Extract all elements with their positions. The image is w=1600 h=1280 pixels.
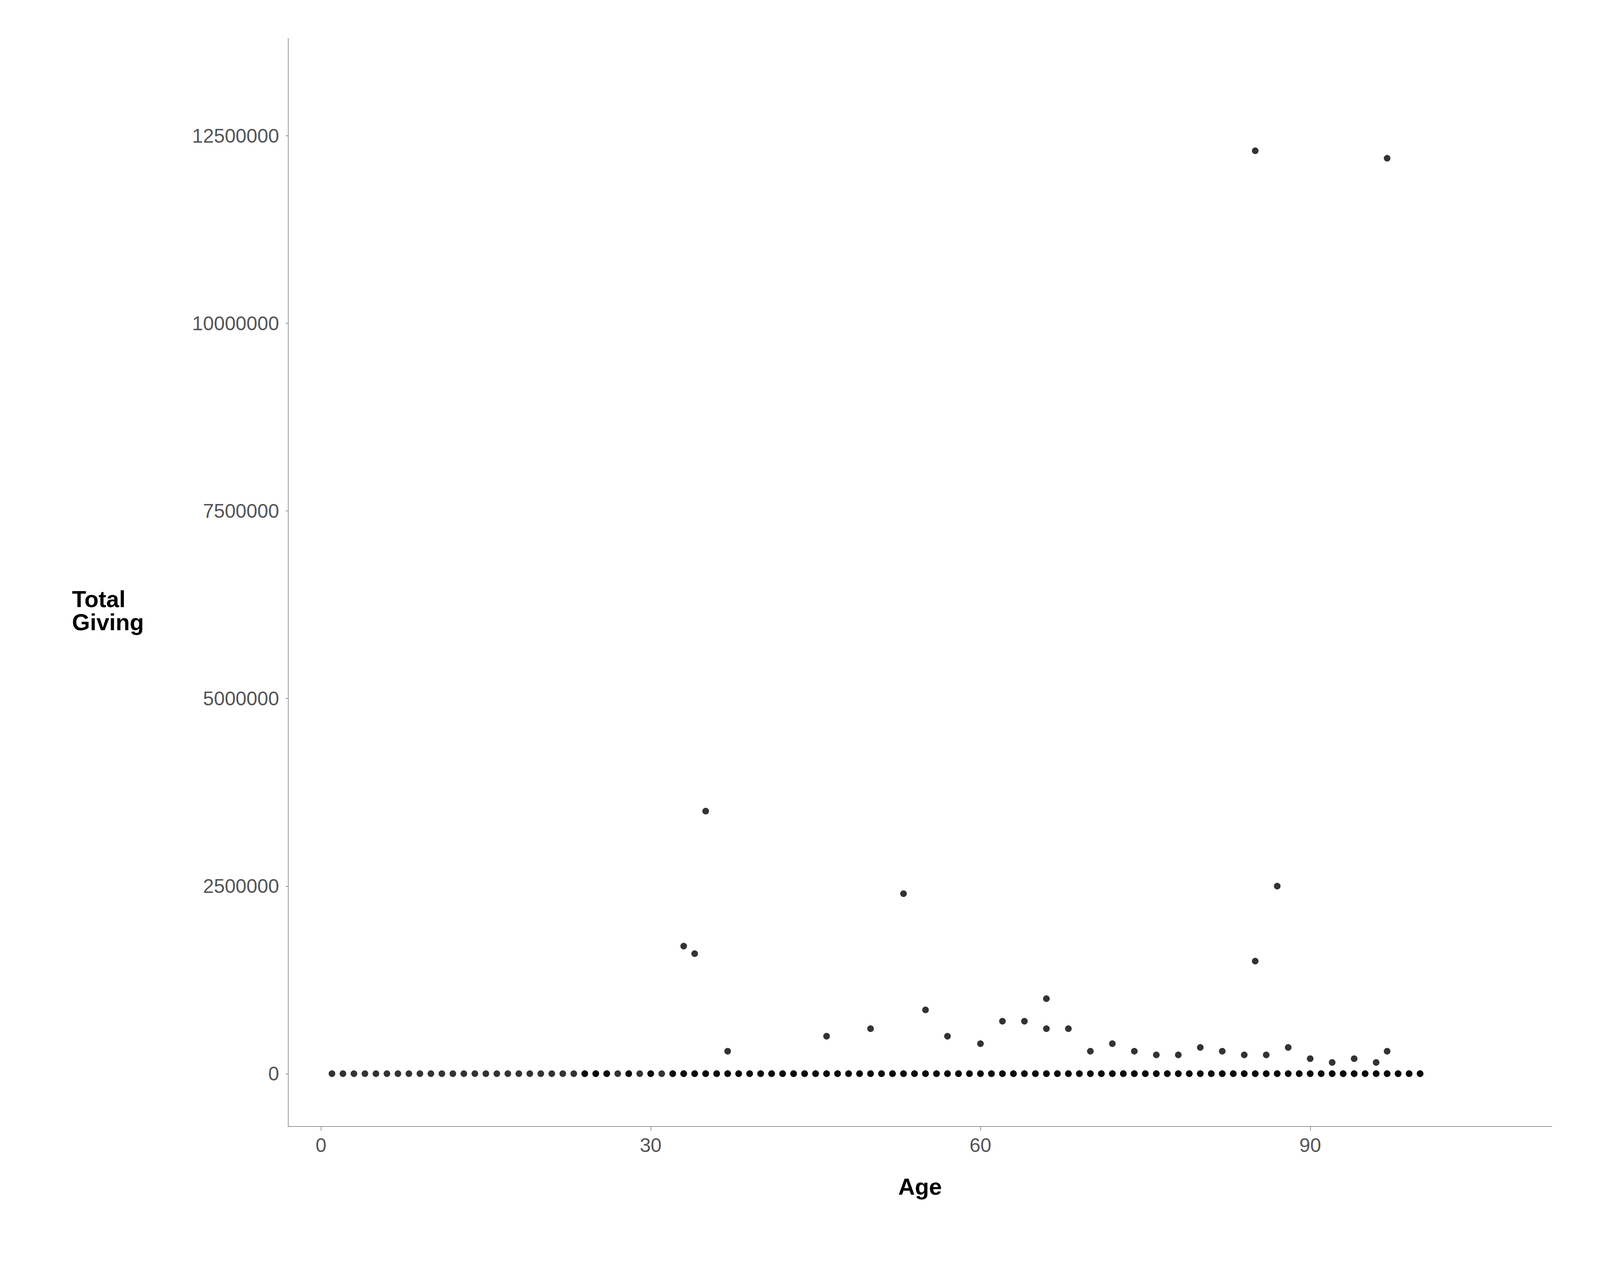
svg-text:12500000: 12500000 <box>192 124 280 147</box>
svg-text:30: 30 <box>640 1134 662 1156</box>
svg-text:2500000: 2500000 <box>203 875 280 897</box>
svg-text:90: 90 <box>1299 1134 1321 1156</box>
svg-text:5000000: 5000000 <box>203 687 280 710</box>
svg-text:0: 0 <box>315 1134 327 1156</box>
svg-text:Age: Age <box>898 1173 942 1200</box>
svg-text:0: 0 <box>268 1062 280 1085</box>
svg-text:60: 60 <box>969 1134 992 1156</box>
svg-text:Total: Total <box>72 586 126 612</box>
svg-text:7500000: 7500000 <box>203 500 280 522</box>
svg-text:Giving: Giving <box>72 609 144 636</box>
svg-text:10000000: 10000000 <box>192 312 280 335</box>
